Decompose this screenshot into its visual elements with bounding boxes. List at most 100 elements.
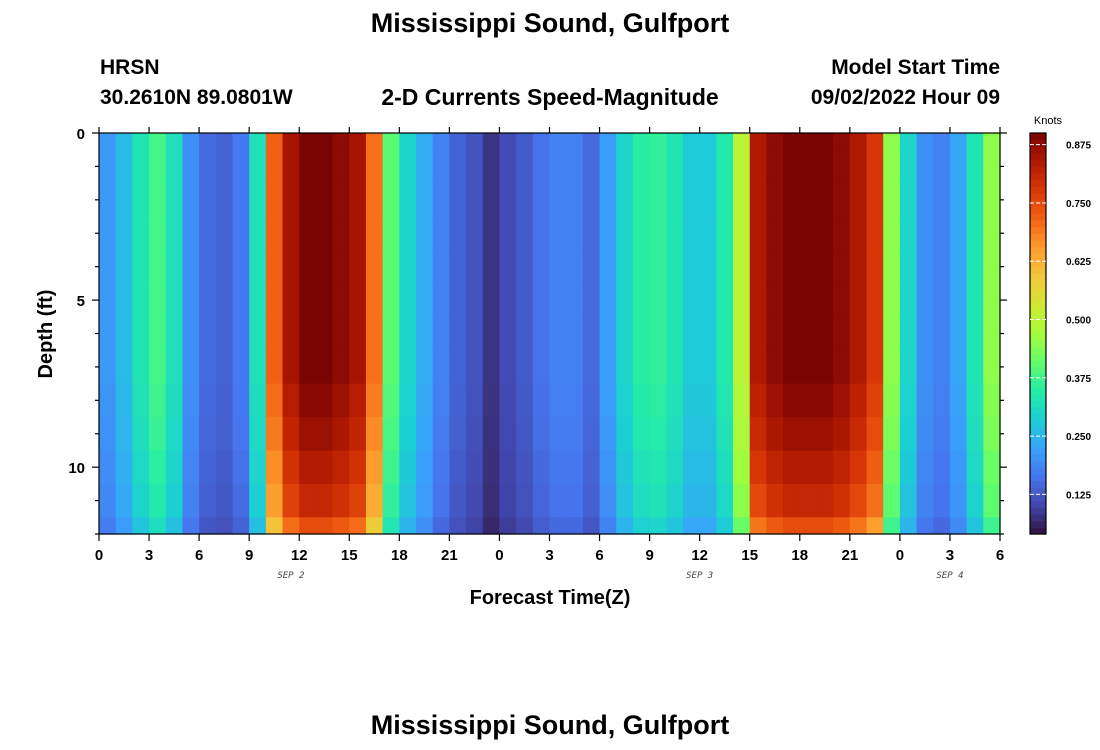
heatmap-cell: [699, 183, 717, 218]
heatmap-cell: [616, 450, 634, 485]
heatmap-cell: [349, 517, 367, 535]
heatmap-cell: [983, 216, 1001, 251]
heatmap-cell: [499, 450, 517, 485]
heatmap-cell: [165, 517, 184, 535]
heatmap-cell: [749, 316, 768, 351]
heatmap-cell: [833, 350, 851, 385]
heatmap-cell: [365, 133, 384, 151]
x-axis: 0 3 6 9 12 15 18 21 0 3 6 9 12 15 18 21 0 3 6 SEP 2 SEP 3 SEP…: [95, 127, 1004, 581]
heatmap-cell: [582, 216, 601, 251]
heatmap-cell: [249, 350, 267, 385]
heatmap-cell: [733, 350, 751, 385]
heatmap-cell: [99, 183, 117, 218]
heatmap-cell: [115, 216, 133, 251]
heatmap-cell: [382, 316, 400, 351]
heatmap-cell: [432, 316, 450, 351]
heatmap-cell: [816, 133, 834, 151]
heatmap-cell: [365, 350, 384, 385]
heatmap-cell: [983, 517, 1001, 535]
heatmap-cell: [616, 183, 634, 218]
heatmap-cell: [632, 383, 651, 418]
heatmap-cell: [632, 483, 651, 518]
heatmap-cell: [482, 149, 501, 184]
heatmap-cell: [749, 133, 768, 151]
heatmap-cell: [599, 249, 617, 284]
heatmap-cell: [616, 133, 634, 151]
heatmap-cell: [883, 149, 901, 184]
heatmap-cell: [265, 383, 284, 418]
heatmap-cell: [699, 316, 717, 351]
heatmap-cell: [265, 283, 284, 318]
heatmap-cell: [516, 383, 534, 418]
heatmap-cell: [215, 417, 234, 452]
heatmap-cell: [382, 517, 400, 535]
heatmap-cell: [432, 483, 450, 518]
heatmap-cell: [165, 417, 184, 452]
heatmap-cell: [115, 350, 133, 385]
heatmap-cell: [966, 283, 984, 318]
heatmap-cell: [933, 283, 951, 318]
heatmap-cell: [783, 417, 801, 452]
heatmap-cell: [199, 517, 217, 535]
heatmap-cell: [983, 133, 1001, 151]
heatmap-cell: [749, 216, 768, 251]
heatmap-cell: [299, 133, 317, 151]
colorbar-swatch: [1030, 239, 1046, 248]
heatmap-cell: [182, 417, 200, 452]
heatmap-cell: [749, 450, 768, 485]
heatmap-cell: [282, 183, 300, 218]
heatmap-cell: [482, 350, 501, 385]
heatmap-cell: [566, 249, 584, 284]
heatmap-cell: [733, 483, 751, 518]
heatmap-cell: [933, 350, 951, 385]
heatmap-cell: [382, 183, 400, 218]
heatmap-cell: [966, 350, 984, 385]
heatmap-cell: [632, 133, 651, 151]
heatmap-cell: [532, 216, 551, 251]
heatmap-cell: [165, 383, 184, 418]
heatmap-cell: [182, 517, 200, 535]
heatmap-cell: [933, 183, 951, 218]
heatmap-cell: [899, 417, 918, 452]
heatmap-cell: [716, 316, 734, 351]
heatmap-cell: [783, 249, 801, 284]
heatmap-cell: [449, 450, 467, 485]
colorbar-swatch: [1030, 300, 1046, 308]
heatmap-cell: [332, 450, 350, 485]
heatmap-cell: [416, 283, 434, 318]
heatmap-cell: [682, 483, 701, 518]
heatmap-cell: [482, 183, 501, 218]
heatmap-cell: [582, 149, 601, 184]
heatmap-cell: [349, 283, 367, 318]
heatmap-cell: [99, 149, 117, 184]
heatmap-cell: [365, 216, 384, 251]
heatmap-cell: [449, 383, 467, 418]
heatmap-cell: [516, 283, 534, 318]
heatmap-cell: [532, 417, 551, 452]
heatmap-cell: [783, 316, 801, 351]
heatmap-cell: [215, 517, 234, 535]
colorbar-swatch: [1030, 373, 1046, 381]
heatmap-cell: [716, 216, 734, 251]
colorbar-swatch: [1030, 447, 1046, 455]
heatmap-cell: [883, 350, 901, 385]
heatmap-cell: [899, 133, 918, 151]
heatmap-cell: [516, 417, 534, 452]
heatmap-cell: [799, 133, 818, 151]
heatmap-cell: [416, 517, 434, 535]
heatmap-cell: [716, 383, 734, 418]
heatmap-cell: [466, 216, 484, 251]
heatmap-cell: [916, 417, 934, 452]
heatmap-cell: [816, 483, 834, 518]
heatmap-cell: [215, 133, 234, 151]
heatmap-cell: [416, 216, 434, 251]
heatmap-cell: [833, 249, 851, 284]
heatmap-cell: [632, 517, 651, 535]
heatmap-cell: [983, 350, 1001, 385]
heatmap-cell: [783, 133, 801, 151]
heatmap-cell: [265, 216, 284, 251]
heatmap-cell: [799, 383, 818, 418]
station-code: HRSN: [100, 56, 160, 79]
heatmap-cell: [499, 517, 517, 535]
colorbar-swatch: [1030, 427, 1046, 435]
